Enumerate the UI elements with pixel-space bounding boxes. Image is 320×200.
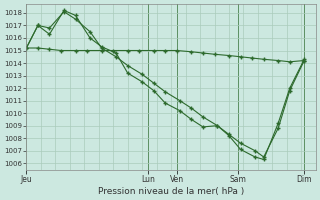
X-axis label: Pression niveau de la mer( hPa ): Pression niveau de la mer( hPa ) <box>98 187 244 196</box>
